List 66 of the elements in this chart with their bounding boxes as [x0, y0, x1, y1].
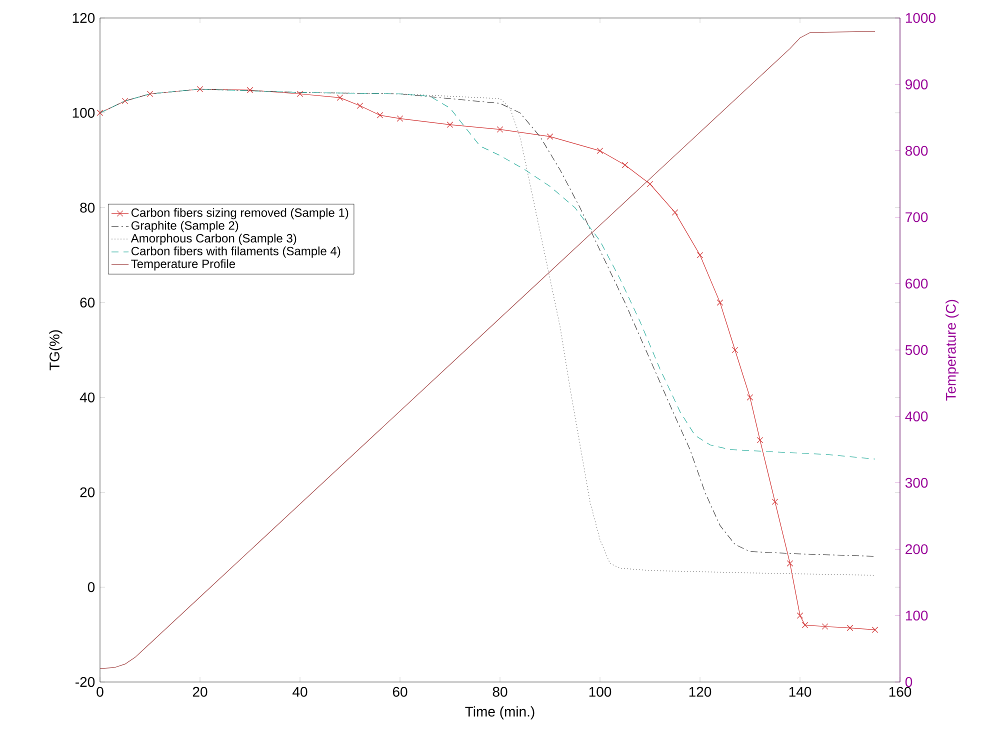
x-tick-label: 160 [889, 686, 912, 697]
legend-label: Graphite (Sample 2) [131, 220, 238, 232]
point [786, 560, 794, 567]
point [672, 209, 678, 216]
point [356, 102, 364, 109]
point [796, 612, 804, 619]
point [246, 86, 254, 94]
x-tick-label: 20 [192, 686, 208, 697]
point [822, 623, 828, 630]
x-axis-title: Time (min.) [465, 706, 534, 720]
y2-tick-label: 100 [906, 610, 928, 621]
point [756, 436, 764, 444]
point [596, 148, 604, 154]
legend-label: Carbon fibers sizing removed (Sample 1) [131, 208, 348, 220]
point [546, 133, 554, 140]
y-tick-label: 60 [80, 298, 95, 308]
y-tick-label: 100 [72, 108, 95, 118]
point [716, 299, 724, 306]
point [846, 624, 854, 632]
point [122, 98, 128, 104]
x-tick-label: 0 [96, 686, 104, 697]
y-tick-label: -20 [76, 677, 95, 687]
point [196, 86, 204, 92]
line-series [100, 88, 876, 460]
y-tick-label: 0 [88, 582, 95, 592]
x-tick-label: 120 [689, 686, 712, 697]
y2-tick-label: 300 [905, 478, 928, 488]
y2-tick-label: 200 [906, 544, 928, 554]
y-axis-title: TG(%) [49, 330, 62, 370]
point [496, 126, 504, 133]
point [336, 94, 344, 101]
point [446, 122, 454, 128]
point [96, 110, 104, 116]
y-tick-label: 40 [80, 392, 95, 402]
point [296, 90, 304, 98]
y2-tick-label: 500 [905, 345, 928, 355]
y2-tick-label: 800 [905, 146, 928, 156]
y-tick-label: 80 [80, 202, 95, 213]
legend-label: Temperature Profile [131, 259, 236, 270]
y-tick-label: 20 [80, 487, 95, 498]
y2-tick-label: 900 [906, 79, 928, 90]
y2-tick-label: 0 [905, 677, 912, 687]
point [622, 162, 628, 168]
y2-tick-label: 400 [905, 411, 928, 422]
x-tick-label: 80 [492, 686, 508, 697]
x-tick-label: 60 [392, 686, 408, 697]
point [376, 112, 384, 118]
point [146, 90, 154, 98]
point [696, 252, 704, 258]
y2-tick-label: 1000 [906, 13, 936, 23]
y2-tick-label: 700 [906, 212, 928, 222]
point [646, 180, 654, 188]
x-tick-label: 100 [589, 686, 612, 697]
point [802, 622, 808, 628]
y2-axis-title: Temperature (C) [946, 300, 959, 401]
legend-label: Carbon fibers with filaments (Sample 4) [131, 246, 340, 258]
legend-label: Amorphous Carbon (Sample 3) [130, 234, 296, 245]
x-tick-label: 40 [292, 686, 308, 697]
x-tick-label: 140 [789, 686, 812, 697]
point [732, 346, 738, 354]
y2-tick-label: 600 [906, 278, 928, 289]
point [396, 115, 404, 122]
y-tick-label: 120 [72, 13, 95, 23]
point [772, 498, 778, 505]
point [746, 394, 754, 401]
point [872, 626, 878, 633]
